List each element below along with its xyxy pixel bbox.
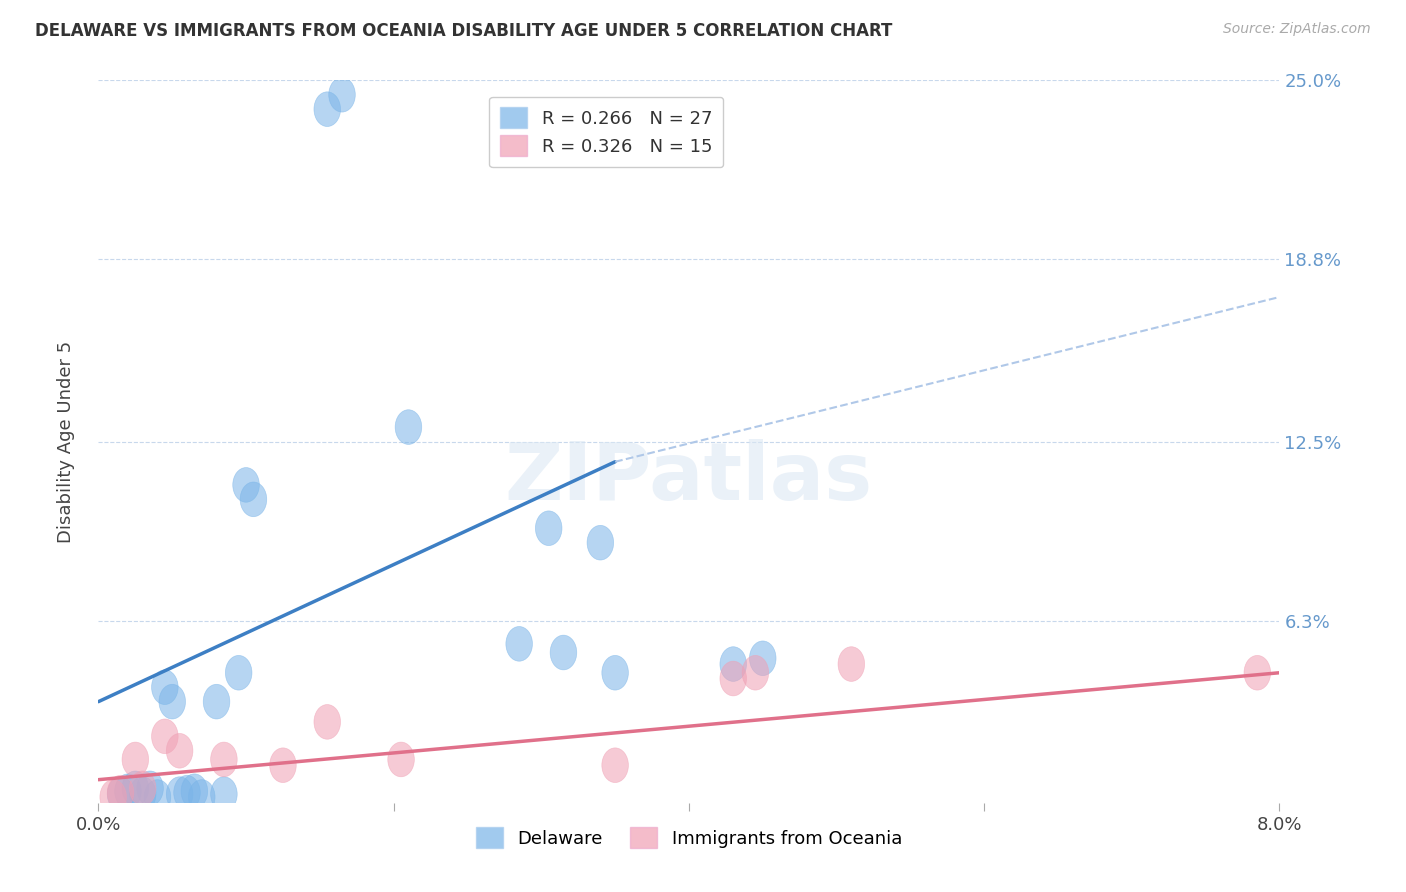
Ellipse shape [395,409,422,444]
Ellipse shape [122,742,149,777]
Ellipse shape [136,771,163,805]
Y-axis label: Disability Age Under 5: Disability Age Under 5 [56,341,75,542]
Ellipse shape [188,780,215,814]
Ellipse shape [166,733,193,768]
Ellipse shape [181,774,208,808]
Ellipse shape [270,747,297,782]
Ellipse shape [152,670,179,705]
Text: Source: ZipAtlas.com: Source: ZipAtlas.com [1223,22,1371,37]
Ellipse shape [129,771,156,805]
Ellipse shape [159,684,186,719]
Ellipse shape [145,780,170,814]
Ellipse shape [588,525,613,560]
Ellipse shape [240,482,267,516]
Ellipse shape [550,635,576,670]
Ellipse shape [174,775,200,810]
Ellipse shape [602,747,628,782]
Ellipse shape [211,742,238,777]
Ellipse shape [122,771,149,805]
Ellipse shape [100,780,127,814]
Ellipse shape [152,719,179,754]
Ellipse shape [314,92,340,127]
Ellipse shape [506,626,533,661]
Text: DELAWARE VS IMMIGRANTS FROM OCEANIA DISABILITY AGE UNDER 5 CORRELATION CHART: DELAWARE VS IMMIGRANTS FROM OCEANIA DISA… [35,22,893,40]
Ellipse shape [204,684,229,719]
Ellipse shape [720,647,747,681]
Ellipse shape [838,647,865,681]
Ellipse shape [166,777,193,812]
Ellipse shape [329,78,356,112]
Ellipse shape [233,467,259,502]
Ellipse shape [388,742,415,777]
Ellipse shape [107,775,134,810]
Ellipse shape [536,511,562,546]
Ellipse shape [314,705,340,739]
Ellipse shape [720,661,747,696]
Ellipse shape [1244,656,1271,690]
Ellipse shape [602,656,628,690]
Ellipse shape [115,774,141,808]
Text: ZIPatlas: ZIPatlas [505,439,873,516]
Ellipse shape [107,777,134,812]
Ellipse shape [211,777,238,812]
Ellipse shape [129,777,156,812]
Ellipse shape [225,656,252,690]
Ellipse shape [742,656,769,690]
Legend: Delaware, Immigrants from Oceania: Delaware, Immigrants from Oceania [468,820,910,855]
Ellipse shape [749,641,776,675]
